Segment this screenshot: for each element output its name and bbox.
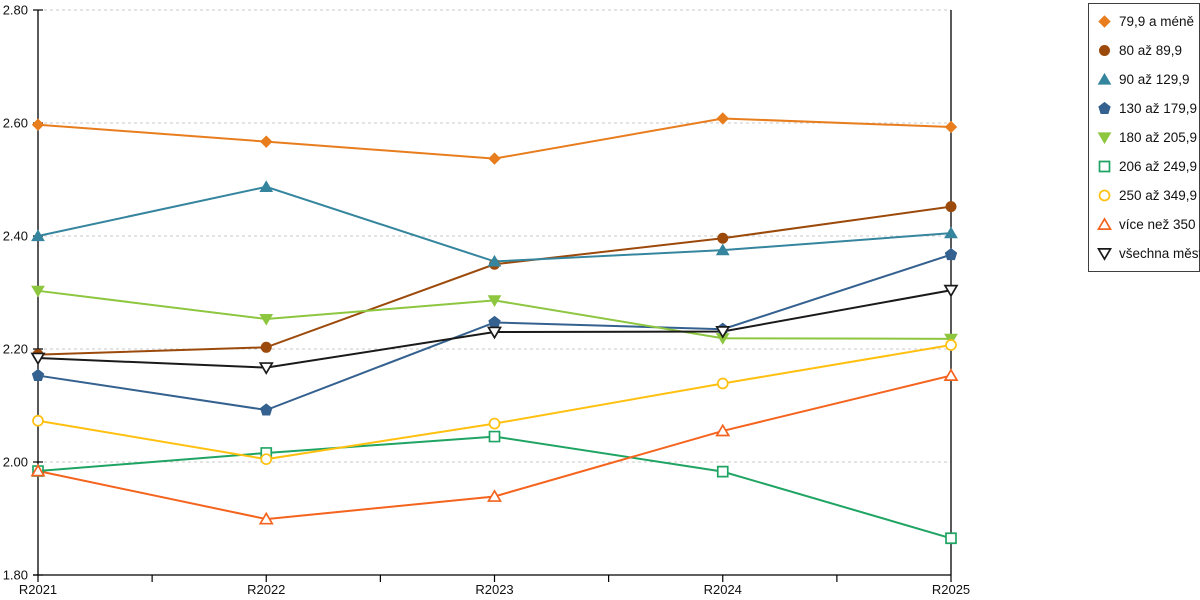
- circle-marker-icon: [1098, 189, 1111, 202]
- x-tick-label: R2022: [247, 582, 285, 597]
- legend-marker: [1098, 160, 1111, 173]
- data-point-marker: [488, 152, 501, 165]
- legend-item: 90 až 129,9: [1097, 65, 1199, 94]
- diamond-marker-icon: [1098, 15, 1111, 28]
- data-point-marker: [717, 232, 729, 244]
- legend-item: 130 až 179,9: [1097, 94, 1199, 123]
- data-point-marker: [487, 295, 502, 307]
- data-point-marker: [31, 229, 45, 242]
- y-tick-label: 1.80: [3, 568, 28, 583]
- data-point-marker: [945, 339, 957, 351]
- data-point-marker: [259, 180, 274, 192]
- series-line: [37, 435, 952, 540]
- legend-item: 250 až 349,9: [1097, 181, 1199, 210]
- data-point-marker: [258, 362, 274, 375]
- data-point-marker: [487, 489, 502, 502]
- y-tick-label: 2.40: [3, 229, 28, 244]
- data-point-marker: [31, 118, 45, 131]
- legend-item: všechna města: [1097, 239, 1200, 268]
- legend-label: 90 až 129,9: [1119, 71, 1190, 87]
- data-point-marker: [716, 465, 729, 478]
- triangle-down-marker-icon: [1097, 248, 1112, 261]
- data-point-marker: [487, 254, 502, 267]
- legend-marker: [1098, 15, 1111, 28]
- data-point-marker: [487, 326, 502, 340]
- data-point-marker: [258, 511, 274, 525]
- data-point-marker: [31, 285, 45, 298]
- y-tick-label: 2.00: [3, 455, 28, 470]
- legend-marker: [1098, 189, 1111, 202]
- x-tick-label: R2023: [475, 582, 513, 597]
- circle-marker-icon: [1098, 45, 1111, 56]
- data-point-marker: [716, 112, 729, 125]
- legend-item: 79,9 a méně: [1097, 7, 1199, 36]
- y-tick-label: 2.60: [3, 116, 28, 131]
- legend-label: 80 až 89,9: [1119, 42, 1183, 58]
- data-point-marker: [715, 243, 730, 256]
- data-point-marker: [944, 226, 958, 239]
- legend-label: 180 až 205,9: [1119, 129, 1198, 145]
- data-point-marker: [259, 313, 274, 326]
- square-marker-icon: [1098, 160, 1111, 173]
- triangle-down-marker-icon: [1097, 132, 1112, 145]
- legend-marker: [1098, 101, 1111, 114]
- legend-label: všechna města: [1119, 245, 1200, 261]
- data-point-marker: [945, 532, 957, 545]
- data-point-marker: [945, 201, 957, 213]
- legend-item: 180 až 205,9: [1097, 123, 1199, 152]
- data-point-marker: [260, 403, 273, 416]
- legend-item: 80 až 89,9: [1097, 36, 1199, 65]
- data-point-marker: [30, 463, 46, 477]
- data-point-marker: [30, 352, 46, 366]
- legend-label: 79,9 a méně: [1119, 13, 1195, 29]
- data-point-marker: [488, 417, 501, 430]
- y-tick-label: 2.20: [3, 342, 28, 357]
- data-point-marker: [944, 248, 958, 261]
- legend-marker: [1097, 217, 1112, 230]
- y-tick-label: 2.80: [3, 3, 28, 18]
- data-point-marker: [260, 135, 273, 148]
- legend-item: 206 až 249,9: [1097, 152, 1199, 181]
- pentagon-marker-icon: [1098, 101, 1111, 114]
- data-point-marker: [716, 377, 729, 390]
- data-point-marker: [32, 414, 44, 427]
- legend-marker: [1097, 132, 1112, 145]
- data-point-marker: [943, 284, 959, 298]
- data-point-marker: [260, 341, 272, 353]
- legend-label: 206 až 249,9: [1119, 158, 1198, 174]
- legend-label: více než 350: [1119, 216, 1196, 232]
- series-line: [37, 185, 952, 263]
- data-point-marker: [944, 120, 958, 134]
- triangle-up-marker-icon: [1097, 72, 1112, 85]
- legend-label: 130 až 179,9: [1119, 100, 1198, 116]
- data-point-marker: [715, 326, 731, 339]
- data-point-marker: [488, 315, 501, 328]
- legend-marker: [1098, 45, 1111, 56]
- x-tick-label: R2024: [704, 582, 742, 597]
- data-point-marker: [715, 423, 731, 437]
- data-point-marker: [943, 368, 959, 382]
- x-tick-label: R2025: [932, 582, 970, 597]
- legend-marker: [1097, 248, 1112, 261]
- data-point-marker: [488, 430, 501, 443]
- legend-item: více než 350: [1097, 210, 1199, 239]
- data-point-marker: [31, 368, 45, 382]
- x-tick-label: R2021: [19, 582, 57, 597]
- triangle-up-marker-icon: [1097, 217, 1112, 230]
- legend-marker: [1097, 72, 1112, 85]
- legend-label: 250 až 349,9: [1119, 187, 1198, 203]
- legend: 79,9 a méně 80 až 89,9 90 až 129,9 130 až 1…: [1088, 3, 1200, 272]
- data-point-marker: [260, 453, 273, 465]
